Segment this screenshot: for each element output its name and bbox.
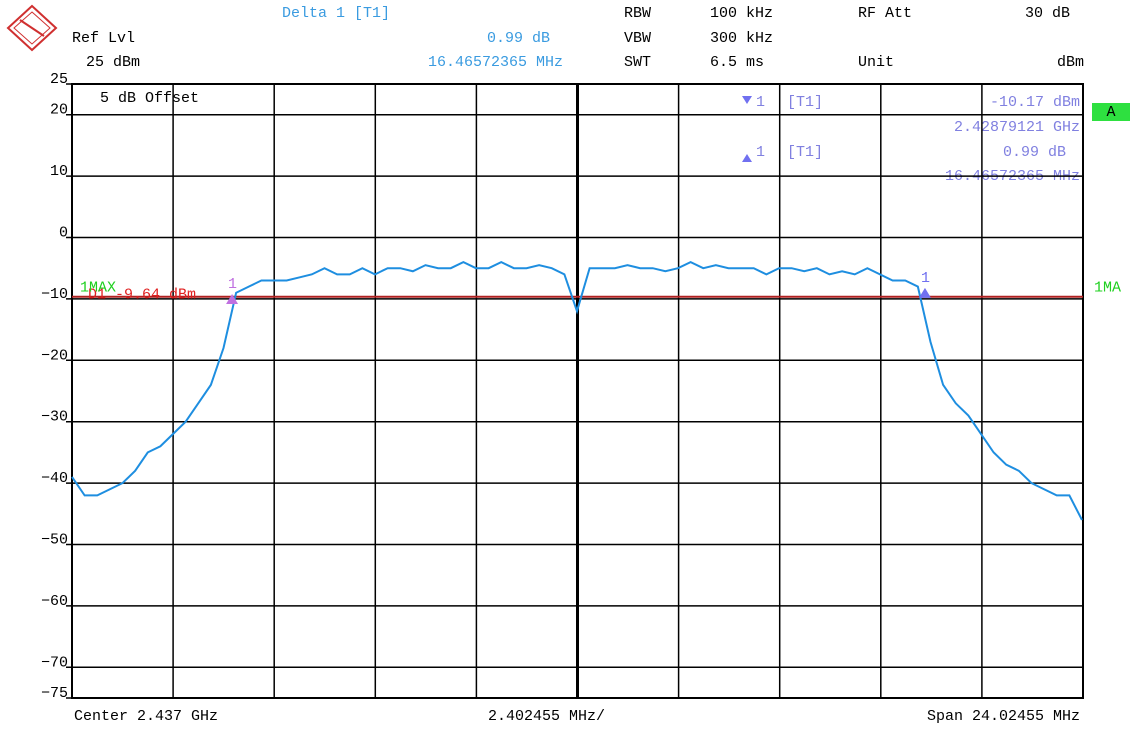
plot-frame xyxy=(71,83,1084,699)
delta-value: 0.99 dB xyxy=(487,30,550,47)
marker-tag: [T1] xyxy=(787,94,823,111)
delta-marker-id: 1 xyxy=(756,144,765,161)
screen-label: A xyxy=(1106,104,1115,121)
marker-id: 1 xyxy=(756,94,765,111)
marker-freq: 2.42879121 GHz xyxy=(954,119,1080,136)
rbw-label: RBW xyxy=(624,5,651,22)
rf-att-label: RF Att xyxy=(858,5,912,22)
marker-label: 1 xyxy=(921,270,930,287)
marker-value: -10.17 dBm xyxy=(990,94,1080,111)
span: Span 24.02455 MHz xyxy=(927,708,1080,725)
y-tick-label: −60 xyxy=(41,593,68,610)
delta-marker-icon xyxy=(742,154,752,162)
y-tick-label: −75 xyxy=(41,685,68,702)
logo xyxy=(6,4,58,52)
marker-label: 1 xyxy=(228,276,237,293)
rf-att: 30 dB xyxy=(1025,5,1070,22)
display-line-label: D1 -9.64 dBm xyxy=(88,287,196,304)
offset-label: 5 dB Offset xyxy=(100,90,199,107)
ref-lvl-label: Ref Lvl xyxy=(72,30,135,47)
swt: 6.5 ms xyxy=(710,54,764,71)
swt-label: SWT xyxy=(624,54,651,71)
trace-label: 1MAX xyxy=(80,280,116,297)
y-tick-label: −10 xyxy=(41,286,68,303)
unit-label: Unit xyxy=(858,54,894,71)
trace-label-right: 1MA xyxy=(1094,280,1121,297)
delta-freq: 16.46572365 MHz xyxy=(428,54,563,71)
y-tick-label: −50 xyxy=(41,531,68,548)
marker xyxy=(226,293,239,304)
y-tick-label: 25 xyxy=(50,71,68,88)
delta-title: Delta 1 [T1] xyxy=(282,5,390,22)
unit: dBm xyxy=(1057,54,1084,71)
span-per-div: 2.402455 MHz/ xyxy=(488,708,605,725)
y-tick-label: −20 xyxy=(41,347,68,364)
trace xyxy=(71,260,1083,521)
marker-icon xyxy=(742,96,752,104)
y-tick-label: 20 xyxy=(50,102,68,119)
vbw-label: VBW xyxy=(624,30,651,47)
y-tick-label: −70 xyxy=(41,654,68,671)
vbw: 300 kHz xyxy=(710,30,773,47)
delta-marker-tag: [T1] xyxy=(787,144,823,161)
delta-marker-value: 0.99 dB xyxy=(1003,144,1066,161)
y-tick-label: −40 xyxy=(41,470,68,487)
center-freq: Center 2.437 GHz xyxy=(74,708,218,725)
rbw: 100 kHz xyxy=(710,5,773,22)
y-tick-label: 10 xyxy=(50,163,68,180)
screen-badge xyxy=(1092,103,1130,121)
y-tick-label: −30 xyxy=(41,409,68,426)
ref-lvl: 25 dBm xyxy=(86,54,140,71)
y-tick-label: 0 xyxy=(59,224,68,241)
marker xyxy=(918,287,931,298)
